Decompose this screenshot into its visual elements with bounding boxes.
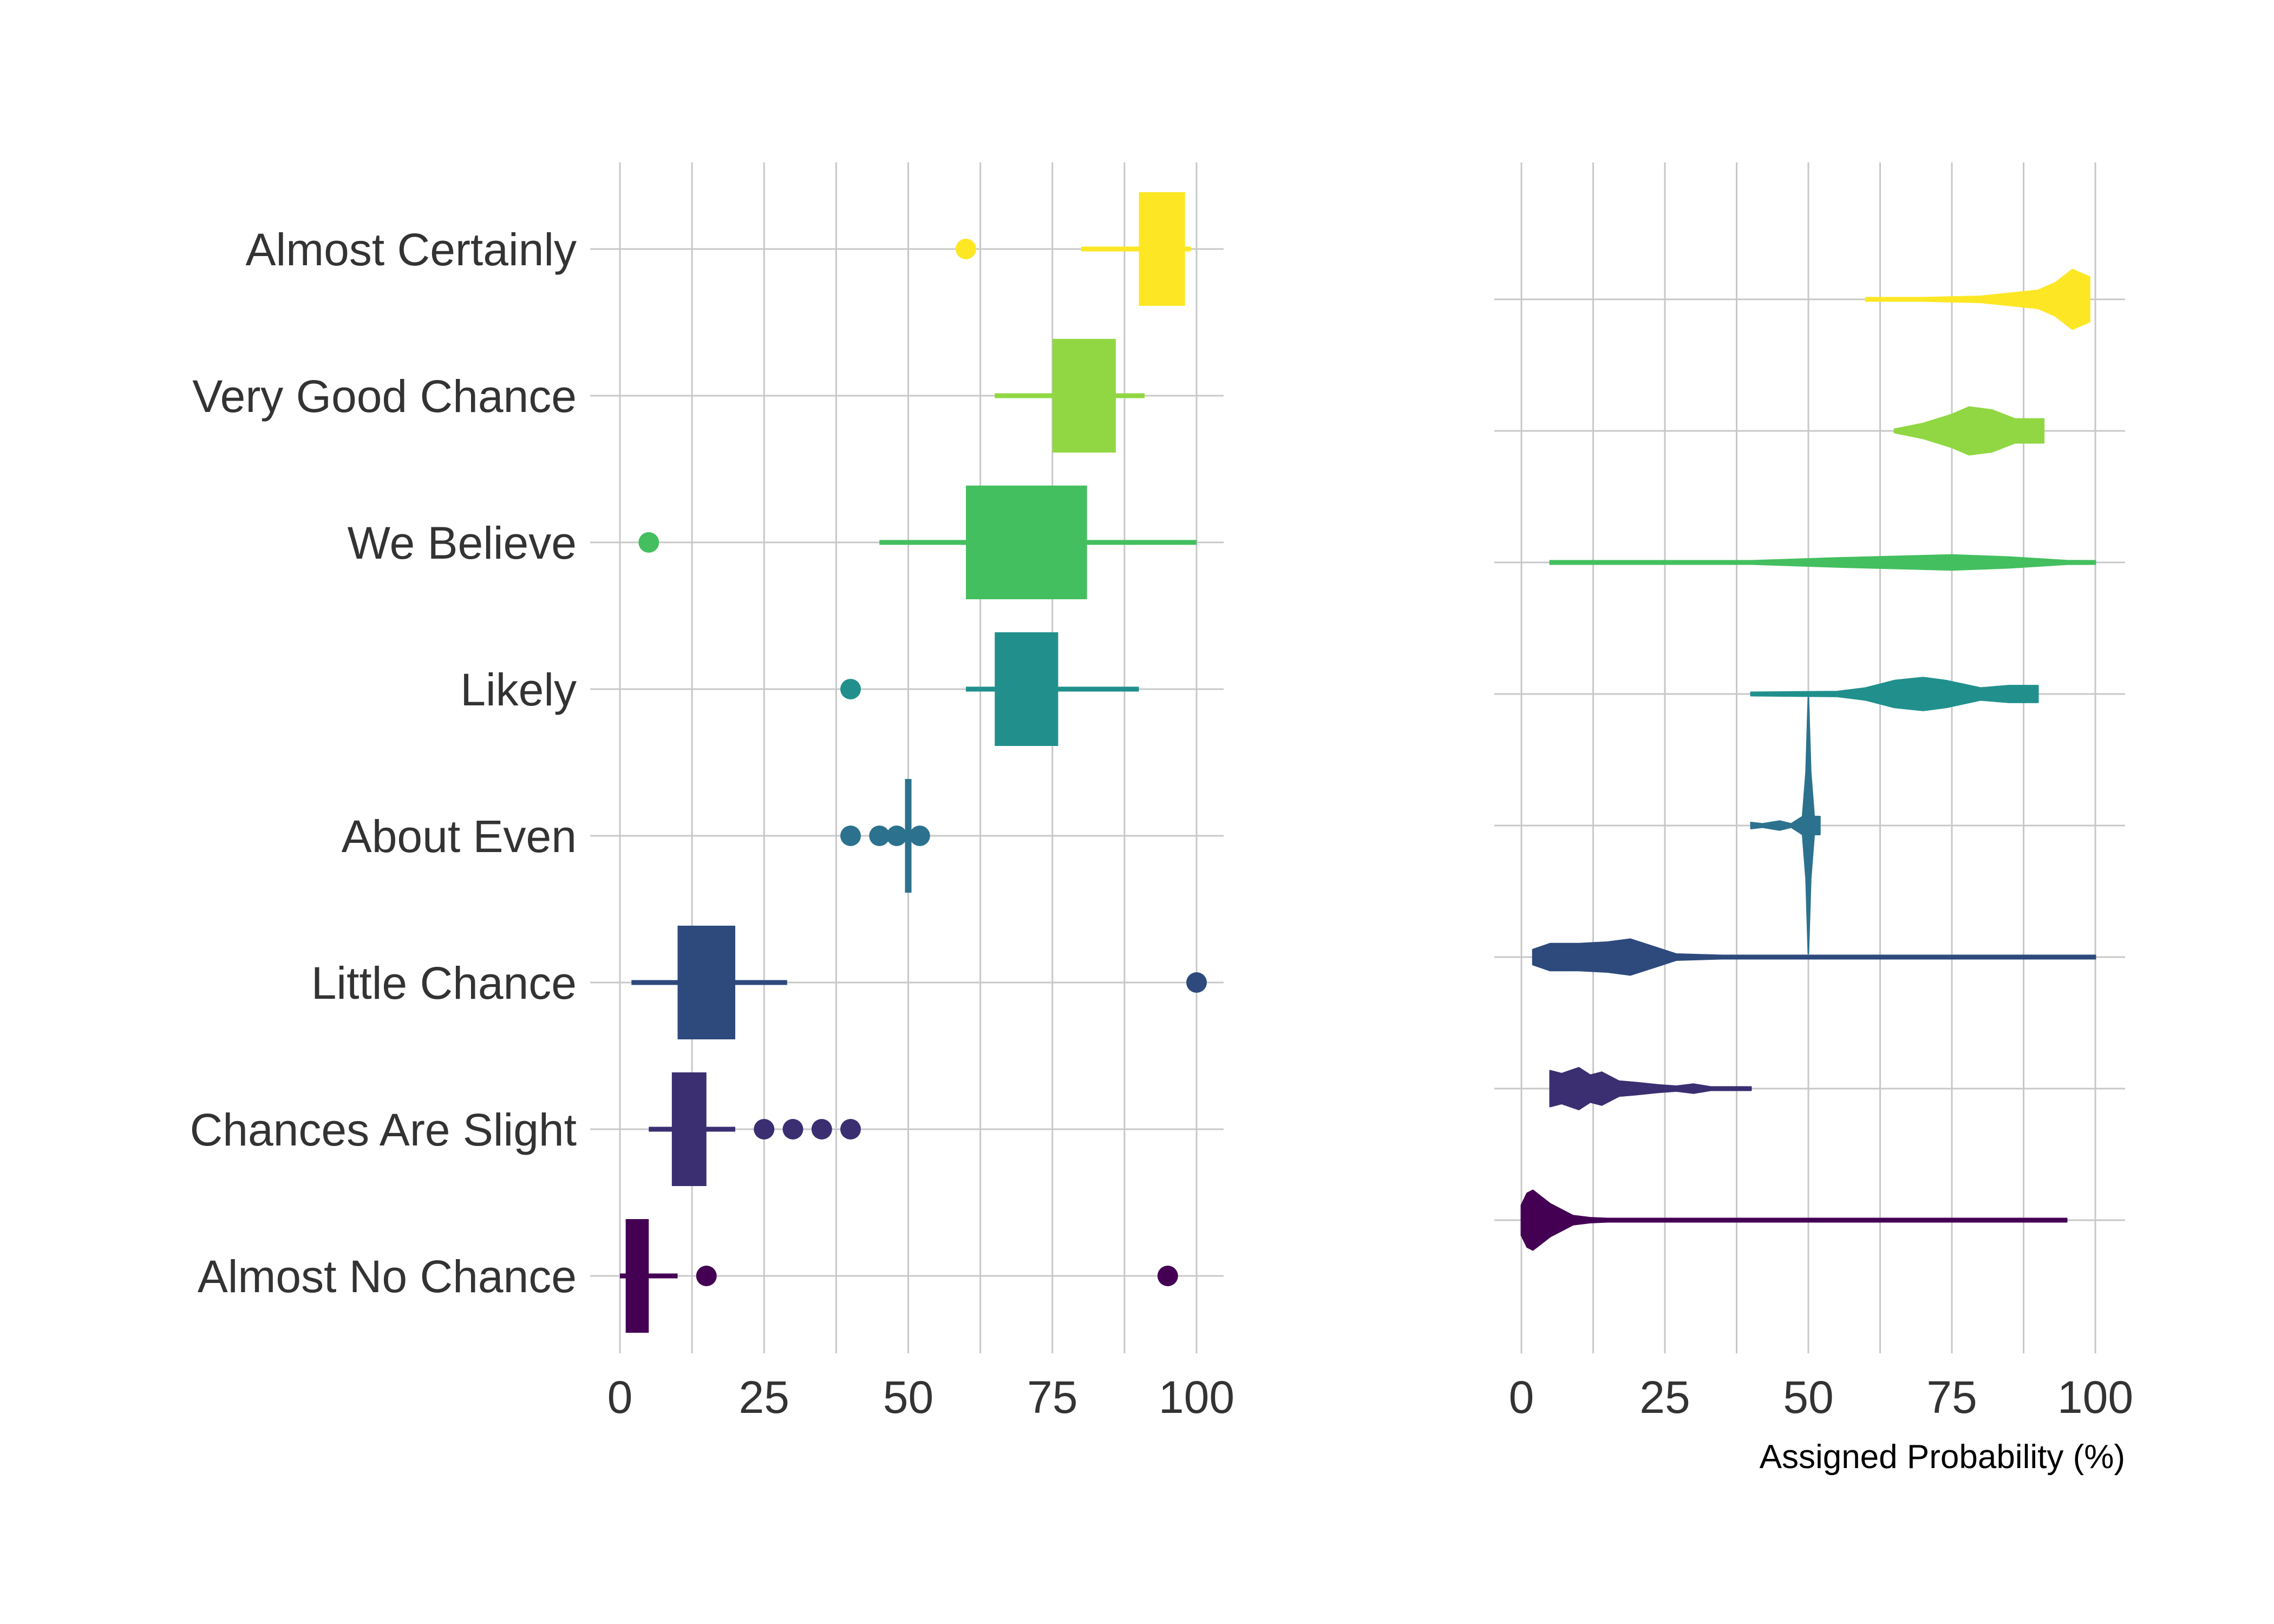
box-almost-no-chance — [620, 1219, 1178, 1333]
violin-x-tick-label: 50 — [1783, 1372, 1833, 1423]
x-axis-title: Assigned Probability (%) — [1760, 1438, 2125, 1476]
box-x-tick-label: 75 — [1027, 1372, 1077, 1423]
outlier-point — [1157, 1266, 1178, 1286]
outlier-point — [840, 679, 861, 699]
outlier-point — [754, 1119, 775, 1140]
violin-very-good-chance — [1893, 406, 2045, 456]
outlier-point — [886, 826, 907, 846]
box-very-good-chance — [995, 339, 1145, 453]
outlier-point — [869, 826, 890, 846]
violin-about-even — [1750, 697, 1821, 954]
violin-almost-certainly — [1865, 269, 2090, 330]
violin-chances-are-slight — [1549, 1067, 1752, 1110]
violin-we-believe — [1549, 554, 2096, 571]
outlier-point — [638, 532, 659, 553]
outlier-point — [782, 1119, 803, 1140]
box-body — [1052, 339, 1116, 453]
box-body — [1139, 192, 1185, 306]
outlier-point — [811, 1119, 832, 1140]
box-x-tick-label: 25 — [739, 1372, 789, 1423]
outlier-point — [956, 239, 976, 259]
box-body — [966, 486, 1087, 599]
outlier-point — [1186, 972, 1207, 993]
violin-x-tick-label: 0 — [1509, 1372, 1534, 1423]
box-body — [625, 1219, 649, 1333]
box-little-chance — [631, 926, 1207, 1039]
category-label-almost-certainly: Almost Certainly — [245, 224, 577, 275]
category-label-almost-no-chance: Almost No Chance — [198, 1251, 577, 1302]
violin-x-tick-label: 75 — [1926, 1372, 1977, 1423]
category-label-very-good-chance: Very Good Chance — [192, 371, 577, 422]
category-label-little-chance: Little Chance — [311, 958, 577, 1009]
box-chances-are-slight — [649, 1072, 861, 1186]
box-x-tick-label: 0 — [607, 1372, 633, 1423]
outlier-point — [696, 1266, 717, 1286]
outlier-point — [909, 826, 930, 846]
violin-x-tick-label: 100 — [2057, 1372, 2133, 1423]
box-almost-certainly — [956, 192, 1191, 306]
box-likely — [840, 632, 1139, 746]
violin-likely — [1750, 677, 2039, 711]
category-label-we-believe: We Believe — [348, 518, 577, 568]
box-x-tick-label: 100 — [1159, 1372, 1234, 1423]
category-label-about-even: About Even — [342, 811, 577, 862]
outlier-point — [840, 826, 861, 846]
violin-x-tick-label: 25 — [1639, 1372, 1690, 1423]
category-label-likely: Likely — [460, 664, 577, 715]
box-about-even — [840, 779, 930, 893]
violin-plot-panel: 0 25 50 75 100 Assigned Probability (%) — [1494, 162, 2133, 1476]
box-body — [995, 632, 1058, 746]
violin-little-chance — [1532, 938, 2096, 976]
outlier-point — [840, 1119, 861, 1140]
box-plot-panel: Almost Certainly Very Good Chance We Belie… — [190, 162, 1234, 1423]
violin-almost-no-chance — [1520, 1189, 2068, 1251]
box-x-tick-label: 50 — [883, 1372, 933, 1423]
category-label-chances-are-slight: Chances Are Slight — [190, 1104, 577, 1155]
box-we-believe — [638, 486, 1197, 599]
